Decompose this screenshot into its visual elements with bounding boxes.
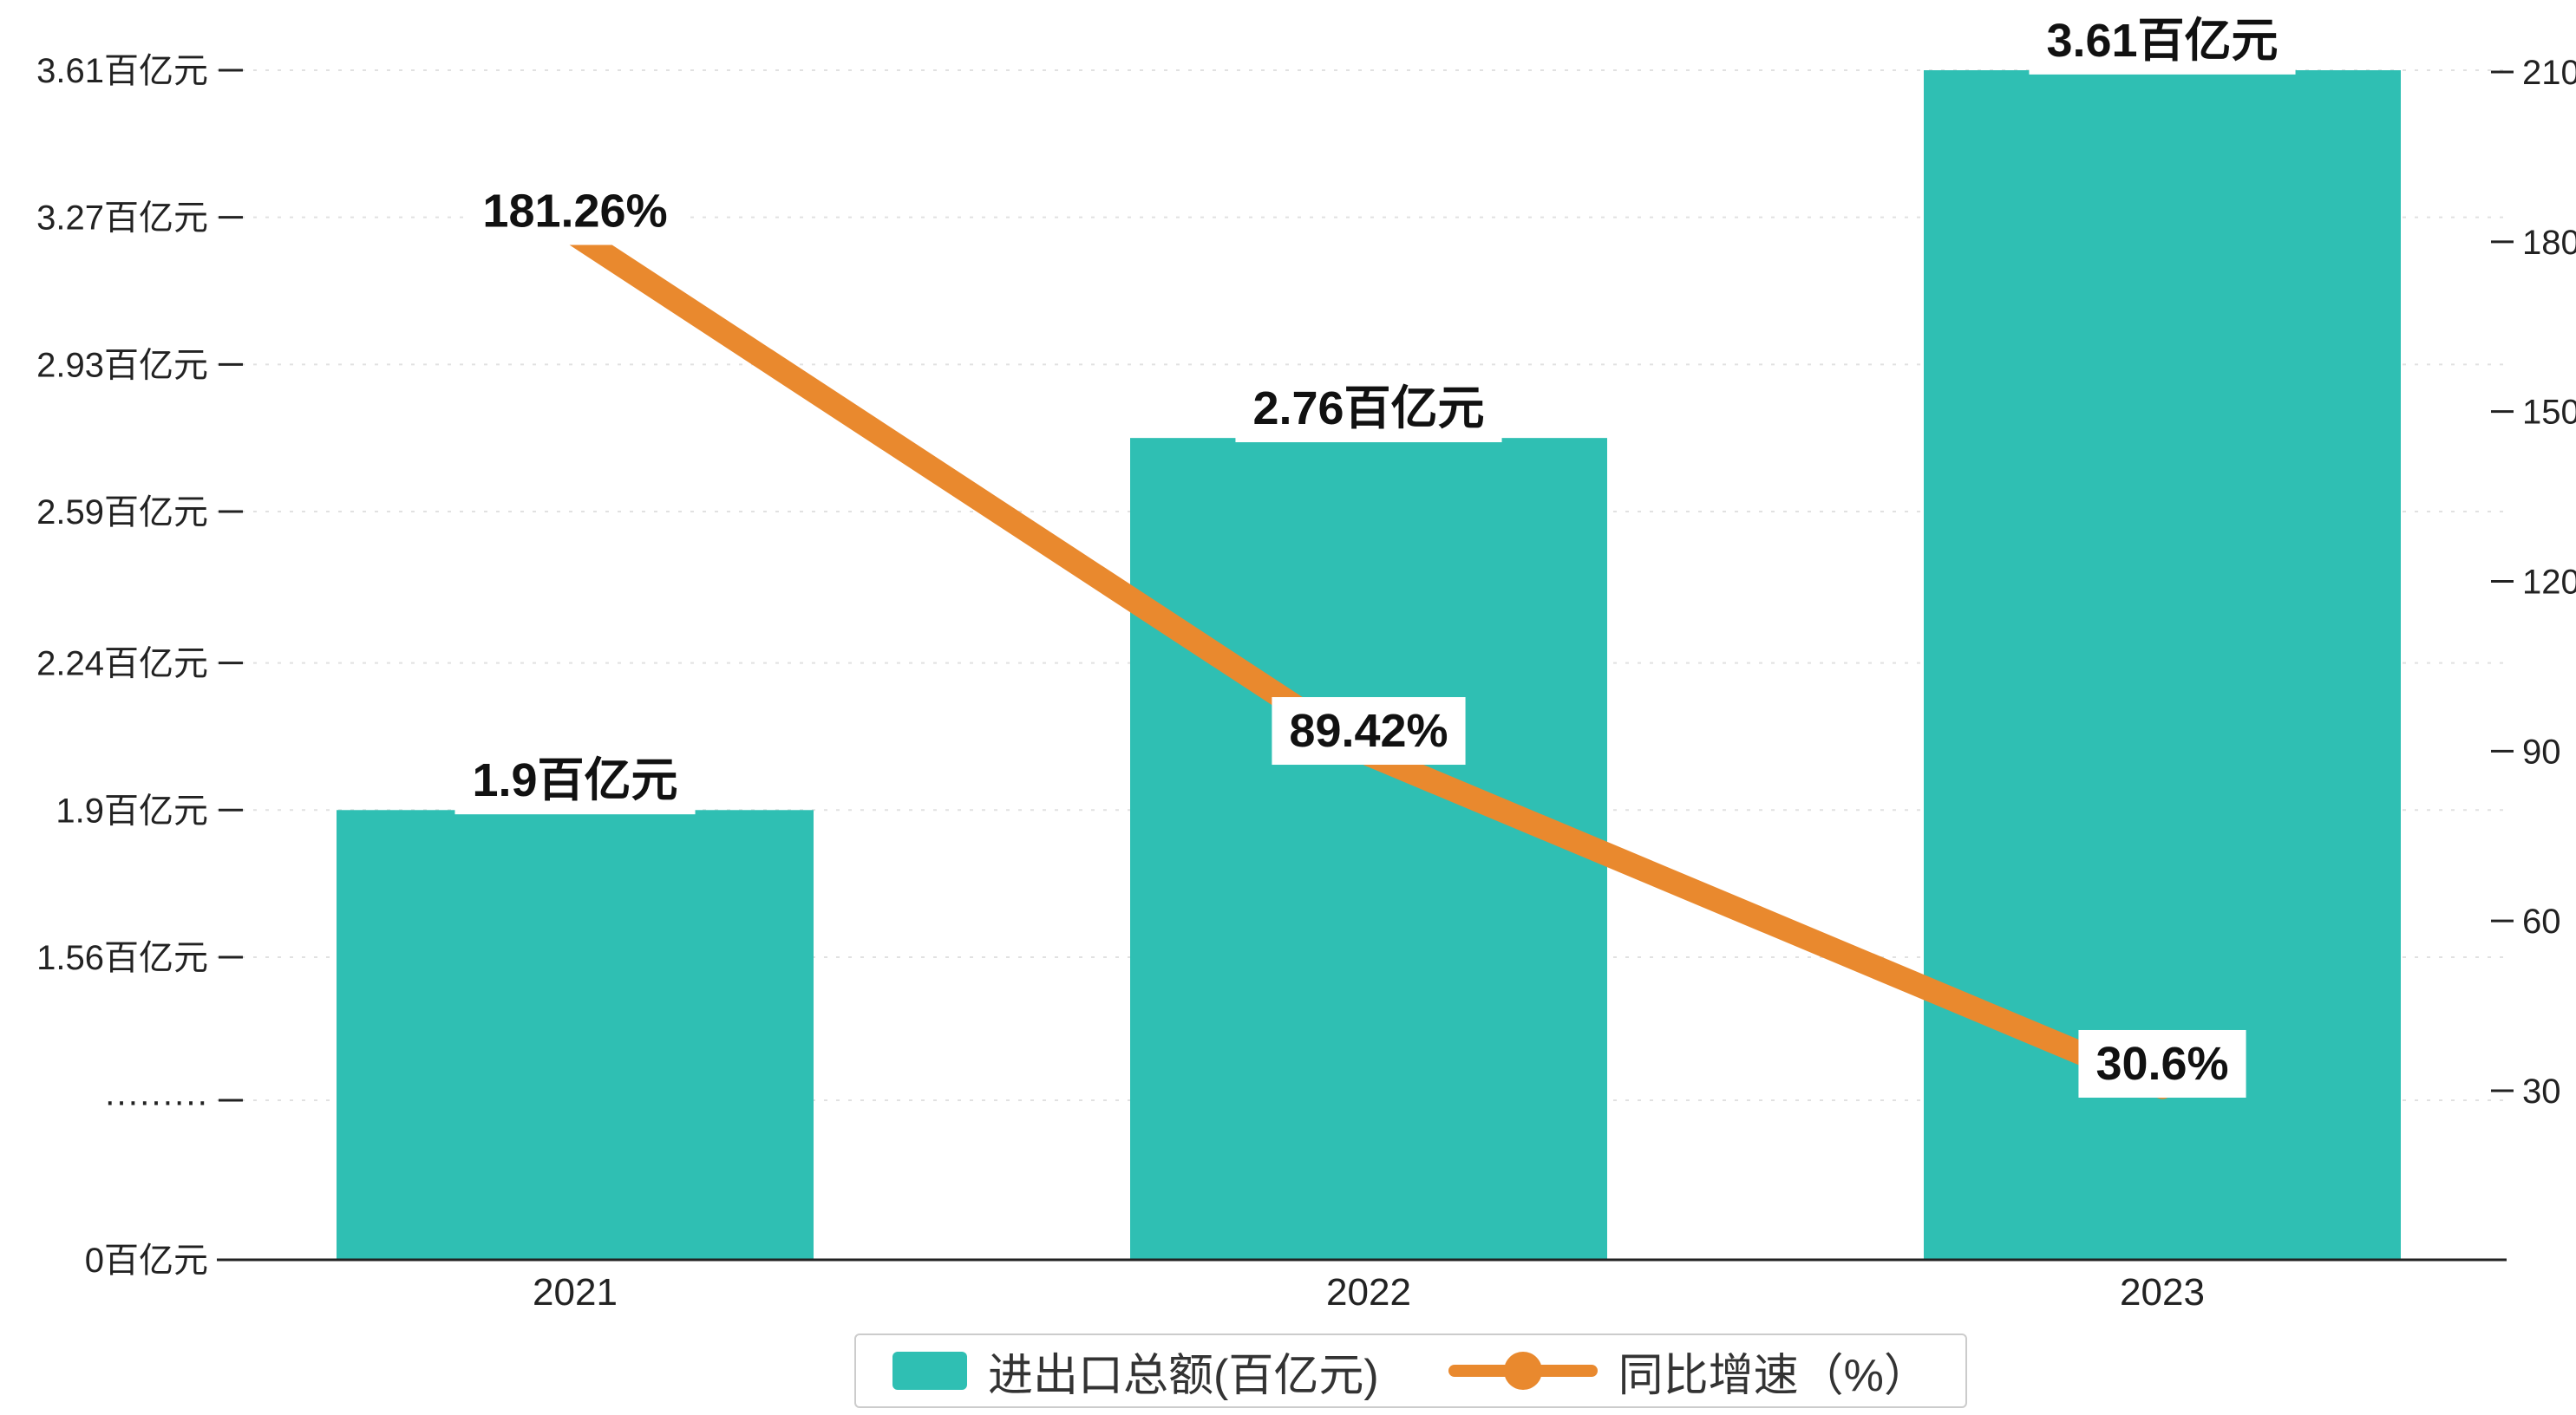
right-axis-tick-label: 60 [2522, 903, 2561, 941]
x-axis-label-2021: 2021 [533, 1271, 618, 1314]
legend-item-bar-series[interactable]: 进出口总额(百亿元) [892, 1339, 1379, 1404]
legend-label-bar-series: 进出口总额(百亿元) [988, 1350, 1379, 1401]
right-axis-tick-label: 210 [2522, 54, 2576, 92]
legend-label-line-series: 同比增速（%） [1618, 1350, 1929, 1401]
line-value-label: 181.26% [482, 186, 667, 238]
right-axis-tick-label: 90 [2522, 733, 2561, 771]
left-axis-tick-label: 3.61百亿元 [36, 52, 208, 90]
line-value-label-bg [465, 177, 685, 245]
left-axis-tick-label: ········· [104, 1082, 208, 1120]
line-value-label: 89.42% [1289, 705, 1448, 757]
legend-item-line-series[interactable]: 同比增速（%） [1448, 1339, 1929, 1404]
bar-value-label: 1.9百亿元 [472, 754, 677, 806]
line-value-label: 30.6% [2095, 1038, 2228, 1090]
left-axis-tick-label: 1.56百亿元 [36, 939, 208, 977]
right-axis-tick-label: 180 [2522, 224, 2576, 262]
left-axis-tick-label: 3.27百亿元 [36, 199, 208, 238]
bar-2022[interactable] [1130, 438, 1607, 1260]
left-axis-tick-label: 0百亿元 [85, 1242, 208, 1280]
right-axis-tick-label: 150 [2522, 394, 2576, 432]
line-value-label-bg [1272, 697, 1466, 766]
right-axis-tick-label: 120 [2522, 564, 2576, 602]
bar-2021[interactable] [337, 810, 814, 1260]
left-axis-tick-label: 1.9百亿元 [56, 792, 208, 830]
line-value-label-bg [2078, 1029, 2246, 1098]
x-axis-label-2022: 2022 [1326, 1271, 1411, 1314]
bar-value-label-bg [2029, 6, 2296, 75]
left-axis-tick-label: 2.24百亿元 [36, 645, 208, 683]
bar-series-swatch [892, 1352, 967, 1390]
line-marker-dot [1503, 1352, 1542, 1390]
line-series-marker [1448, 1352, 1598, 1390]
left-axis-tick-label: 2.93百亿元 [36, 346, 208, 384]
chart-legend: 进出口总额(百亿元) 同比增速（%） [854, 1333, 1967, 1408]
bar-value-label: 3.61百亿元 [2046, 15, 2278, 67]
labels-layer: 1.9百亿元 2.76百亿元 3.61百亿元 181.26% 89.42% 30.6% [454, 6, 2296, 1098]
right-axis-tick-label: 30 [2522, 1073, 2561, 1111]
bar-value-label: 2.76百亿元 [1252, 382, 1484, 434]
left-axis-tick-label: 2.59百亿元 [36, 493, 208, 531]
axes: 0百亿元 ········· 1.56百亿元 1.9百亿元 2.24百亿元 2.59百亿元… [36, 52, 2576, 1314]
bar-value-label-bg [1235, 375, 1502, 443]
x-axis-label-2023: 2023 [2120, 1271, 2205, 1314]
bars-layer [337, 70, 2401, 1260]
bar-value-label-bg [454, 747, 696, 815]
